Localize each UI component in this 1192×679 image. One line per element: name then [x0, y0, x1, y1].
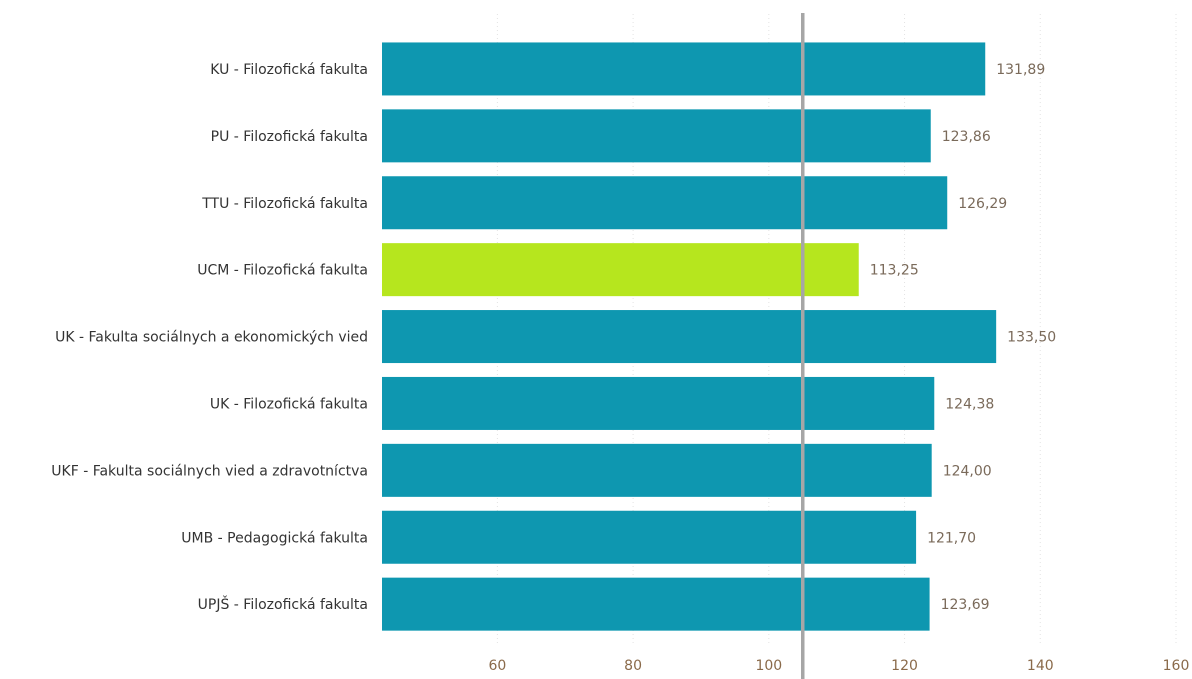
- bar: [382, 577, 930, 631]
- x-tick-label: 160: [1163, 658, 1190, 674]
- value-label: 131,89: [996, 62, 1045, 78]
- bar-highlighted: [382, 243, 859, 297]
- category-label: PU - Filozofická fakulta: [211, 129, 368, 145]
- x-tick-label: 120: [891, 658, 918, 674]
- value-label: 124,38: [945, 396, 994, 412]
- category-label: UK - Fakulta sociálnych a ekonomických v…: [55, 330, 368, 346]
- x-axis: 60 80 100 120 140 160: [488, 658, 1189, 674]
- value-label: 126,29: [958, 196, 1007, 212]
- value-label: 123,69: [941, 597, 990, 613]
- value-label: 113,25: [870, 263, 919, 279]
- category-label: UPJŠ - Filozofická fakulta: [198, 595, 368, 613]
- bar: [382, 109, 931, 163]
- bar: [382, 510, 917, 564]
- value-label: 124,00: [943, 463, 992, 479]
- bar: [382, 376, 935, 430]
- bar: [382, 310, 997, 364]
- value-label: 121,70: [927, 530, 976, 546]
- bars-layer: [382, 42, 997, 631]
- category-label: TTU - Filozofická fakulta: [201, 196, 368, 212]
- category-label: UK - Filozofická fakulta: [210, 396, 368, 412]
- bar: [382, 443, 932, 497]
- bar: [382, 176, 948, 230]
- category-label: UCM - Filozofická fakulta: [197, 263, 368, 279]
- x-tick-label: 80: [624, 658, 642, 674]
- category-label: UKF - Fakulta sociálnych vied a zdravotn…: [51, 463, 368, 479]
- value-label: 133,50: [1007, 330, 1056, 346]
- x-tick-label: 100: [755, 658, 782, 674]
- value-label: 123,86: [942, 129, 991, 145]
- labels-layer: KU - Filozofická fakulta 131,89 PU - Filoz…: [51, 62, 1056, 613]
- bar: [382, 42, 986, 96]
- category-label: UMB - Pedagogická fakulta: [181, 530, 368, 546]
- x-tick-label: 60: [488, 658, 506, 674]
- x-tick-label: 140: [1027, 658, 1054, 674]
- category-label: KU - Filozofická fakulta: [210, 62, 368, 78]
